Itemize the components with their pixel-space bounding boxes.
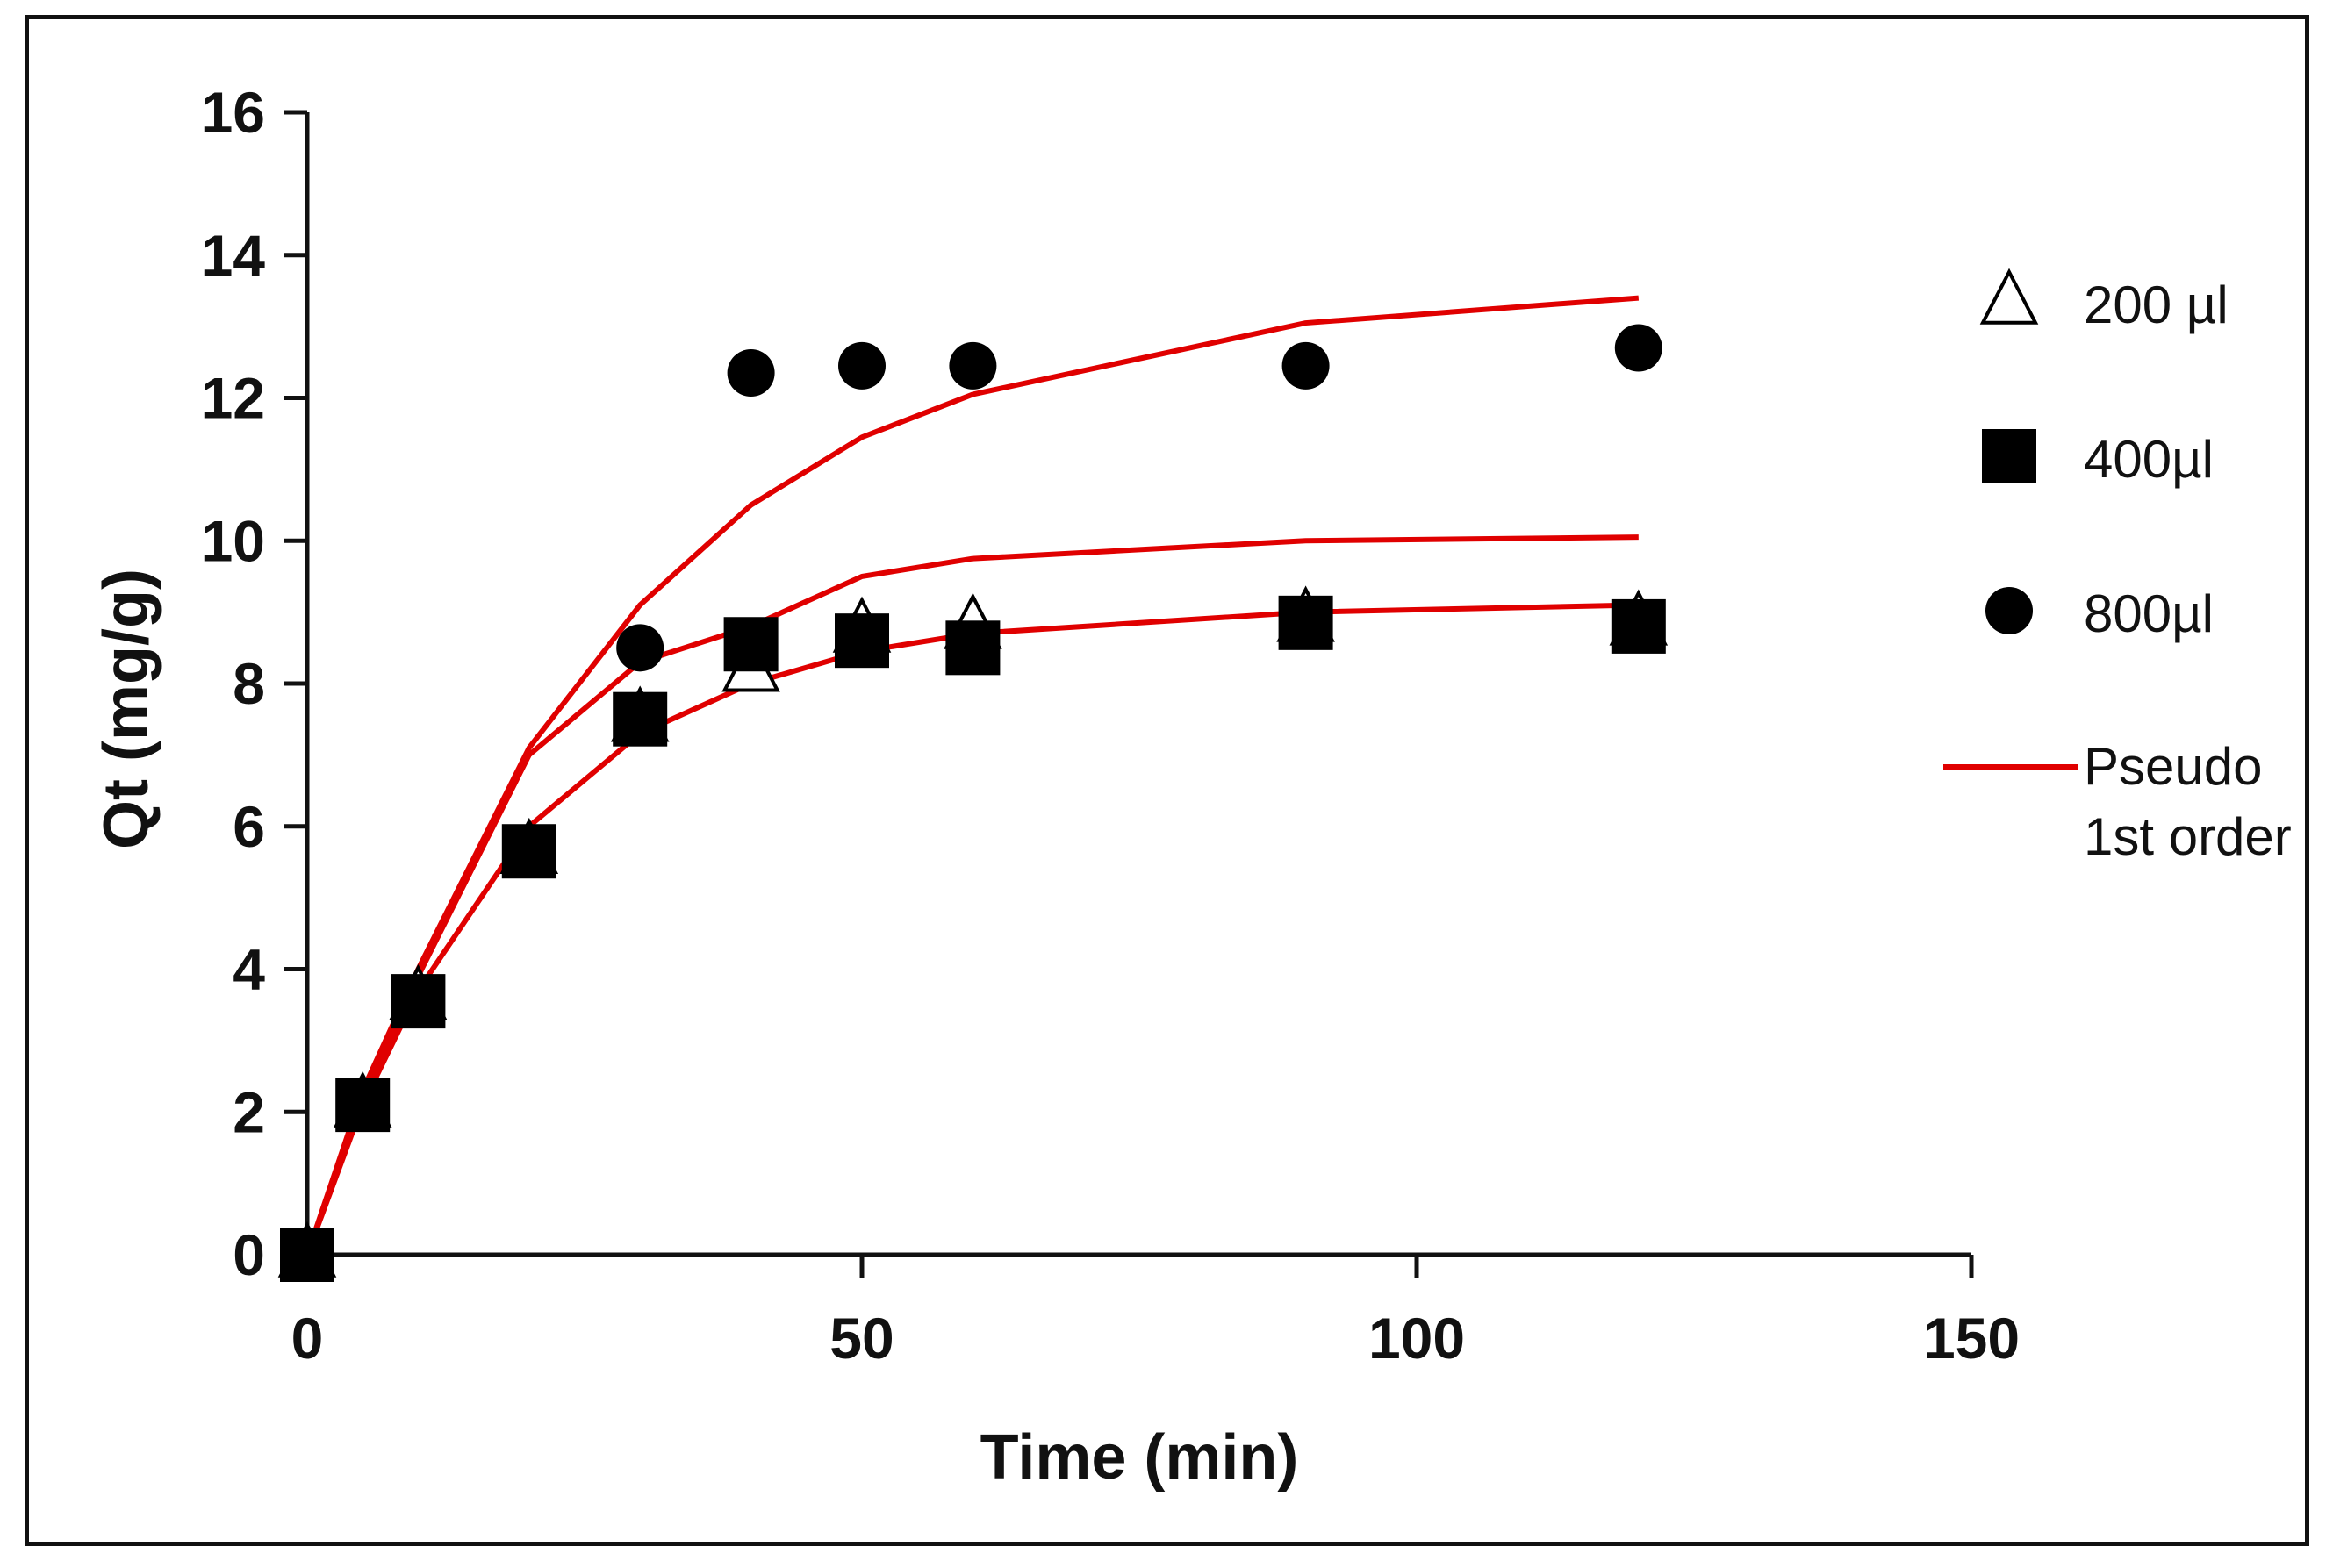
data-point <box>945 620 1001 676</box>
data-point <box>1611 598 1666 654</box>
chart-frame <box>25 15 2309 1546</box>
data-point <box>1614 324 1662 372</box>
x-tick-label: 50 <box>829 1306 894 1371</box>
data-point <box>838 341 886 390</box>
legend-marker <box>1982 429 2036 483</box>
legend-label: 400µl <box>2084 430 2214 489</box>
fit-line-2 <box>305 534 1639 1256</box>
y-tick-label: 14 <box>201 223 266 288</box>
x-tick-label: 0 <box>291 1306 324 1371</box>
x-tick-label: 100 <box>1368 1306 1465 1371</box>
data-point <box>280 1228 334 1282</box>
data-point <box>501 824 556 879</box>
data-point <box>727 349 775 397</box>
y-tick-label: 8 <box>233 651 265 716</box>
fit-line-3 <box>305 295 1640 1256</box>
data-point <box>949 341 997 390</box>
data-point <box>391 974 446 1029</box>
data-point <box>616 624 664 672</box>
y-axis-title: Qt (mg/g) <box>91 569 162 849</box>
y-tick-label: 10 <box>201 508 265 573</box>
y-tick-label: 0 <box>233 1222 265 1287</box>
legend: 200 µl 400µl 800µl Pseudo 1st order <box>1943 268 2292 866</box>
y-tick-label: 6 <box>233 794 265 859</box>
x-axis-title: Time (min) <box>980 1422 1299 1493</box>
data-point <box>335 1078 391 1133</box>
data-point <box>613 691 668 747</box>
legend-label: Pseudo <box>2084 737 2263 796</box>
data-markers <box>277 324 1669 1282</box>
data-point <box>1281 341 1330 390</box>
axes: 0 50 100 150 0 2 4 6 8 10 12 14 16 <box>201 80 2020 1371</box>
fit-line-1 <box>305 602 1639 1257</box>
data-point <box>1278 595 1333 650</box>
data-point <box>835 613 889 669</box>
legend-label: 800µl <box>2084 584 2214 643</box>
x-tick-label: 150 <box>1923 1306 2020 1371</box>
legend-label: 1st order <box>2084 807 2292 866</box>
legend-marker <box>1985 587 2033 634</box>
y-tick-label: 2 <box>233 1079 265 1144</box>
y-tick-label: 16 <box>201 80 265 145</box>
fit-lines <box>305 295 1640 1257</box>
legend-marker <box>1979 268 2039 325</box>
y-tick-label: 4 <box>233 937 265 1002</box>
y-tick-label: 12 <box>201 366 265 431</box>
data-point <box>723 617 779 672</box>
legend-label: 200 µl <box>2084 276 2229 334</box>
